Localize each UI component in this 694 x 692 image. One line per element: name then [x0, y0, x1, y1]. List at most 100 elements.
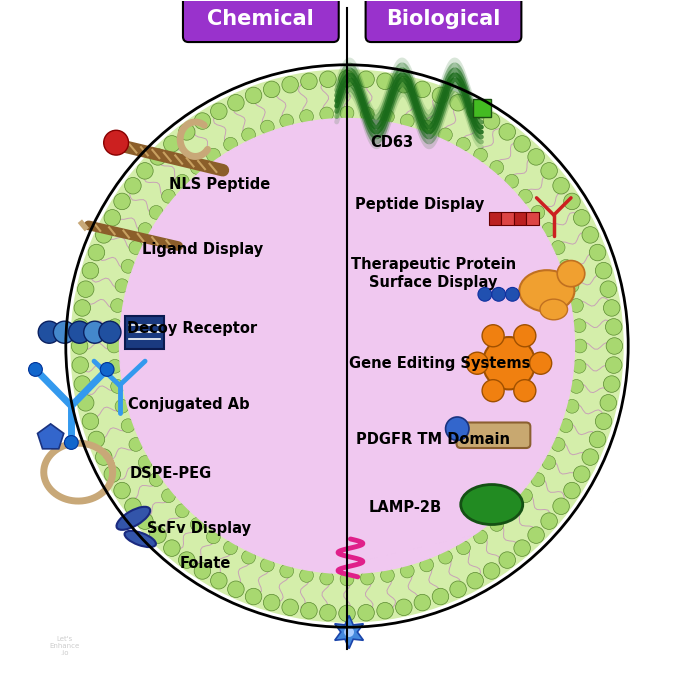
Circle shape	[605, 357, 622, 374]
Circle shape	[565, 279, 579, 293]
Circle shape	[245, 588, 262, 605]
Circle shape	[582, 227, 598, 243]
Circle shape	[514, 540, 530, 556]
Circle shape	[162, 489, 176, 502]
Circle shape	[137, 163, 153, 179]
Circle shape	[570, 379, 584, 393]
Circle shape	[53, 321, 76, 343]
Circle shape	[194, 113, 211, 129]
Circle shape	[108, 319, 122, 333]
Circle shape	[82, 262, 99, 279]
Circle shape	[280, 114, 294, 128]
Circle shape	[190, 161, 204, 174]
Circle shape	[360, 571, 374, 585]
Circle shape	[396, 76, 412, 93]
Circle shape	[107, 339, 121, 353]
Circle shape	[344, 626, 355, 637]
Circle shape	[514, 380, 536, 402]
Circle shape	[377, 73, 393, 89]
FancyBboxPatch shape	[457, 423, 530, 448]
Circle shape	[164, 136, 180, 152]
Circle shape	[420, 558, 434, 572]
Circle shape	[492, 287, 505, 301]
Circle shape	[528, 149, 544, 165]
Circle shape	[518, 489, 532, 502]
Text: Gene Editing Systems: Gene Editing Systems	[349, 356, 531, 371]
Circle shape	[542, 455, 556, 469]
Circle shape	[414, 594, 430, 611]
Circle shape	[553, 498, 569, 515]
Circle shape	[457, 137, 471, 151]
FancyBboxPatch shape	[514, 212, 526, 225]
Circle shape	[82, 413, 99, 430]
Circle shape	[74, 376, 91, 392]
Circle shape	[178, 552, 195, 568]
Circle shape	[490, 518, 504, 531]
Circle shape	[150, 527, 166, 543]
Circle shape	[499, 552, 516, 568]
Circle shape	[358, 71, 374, 87]
Circle shape	[542, 223, 556, 237]
Circle shape	[282, 599, 298, 616]
Circle shape	[129, 437, 143, 451]
Circle shape	[514, 136, 530, 152]
Circle shape	[115, 399, 129, 413]
Circle shape	[358, 605, 374, 621]
Circle shape	[559, 260, 573, 273]
Circle shape	[164, 540, 180, 556]
Circle shape	[559, 419, 573, 432]
Circle shape	[178, 124, 195, 140]
Circle shape	[300, 569, 314, 582]
Circle shape	[570, 299, 584, 313]
Circle shape	[490, 161, 504, 174]
Text: NLS Peptide: NLS Peptide	[169, 176, 270, 192]
Text: CD63: CD63	[370, 135, 414, 150]
Circle shape	[138, 455, 152, 469]
FancyBboxPatch shape	[501, 212, 514, 225]
Circle shape	[400, 564, 414, 578]
Circle shape	[71, 338, 88, 354]
Circle shape	[573, 466, 590, 482]
Circle shape	[28, 363, 42, 376]
Circle shape	[551, 241, 565, 255]
Circle shape	[104, 210, 121, 226]
Circle shape	[320, 107, 334, 121]
Circle shape	[223, 137, 237, 151]
Polygon shape	[335, 615, 364, 648]
Circle shape	[483, 563, 500, 579]
Circle shape	[99, 321, 121, 343]
Circle shape	[138, 223, 152, 237]
Circle shape	[380, 110, 394, 123]
Circle shape	[400, 114, 414, 128]
Circle shape	[242, 128, 255, 142]
Circle shape	[450, 581, 466, 597]
Circle shape	[207, 530, 220, 544]
Circle shape	[572, 359, 586, 373]
Circle shape	[320, 605, 336, 621]
Circle shape	[228, 581, 244, 597]
Circle shape	[119, 118, 575, 574]
Circle shape	[572, 319, 586, 333]
Circle shape	[84, 321, 105, 343]
Circle shape	[339, 71, 355, 87]
Circle shape	[420, 120, 434, 134]
Circle shape	[432, 87, 449, 104]
Circle shape	[360, 107, 374, 121]
Circle shape	[450, 95, 466, 111]
Circle shape	[589, 431, 606, 448]
Circle shape	[482, 325, 504, 347]
Ellipse shape	[519, 270, 575, 311]
Text: Ligand Display: Ligand Display	[142, 242, 263, 257]
Circle shape	[380, 569, 394, 582]
Circle shape	[245, 87, 262, 104]
Circle shape	[505, 504, 518, 518]
Text: Folate: Folate	[180, 556, 231, 571]
Circle shape	[340, 572, 354, 586]
Circle shape	[573, 339, 587, 353]
Circle shape	[121, 260, 135, 273]
Circle shape	[125, 177, 141, 194]
Text: Therapeutic Protein
Surface Display: Therapeutic Protein Surface Display	[350, 257, 516, 290]
Text: ScFv Display: ScFv Display	[147, 521, 251, 536]
Circle shape	[69, 321, 91, 343]
Circle shape	[483, 337, 535, 390]
